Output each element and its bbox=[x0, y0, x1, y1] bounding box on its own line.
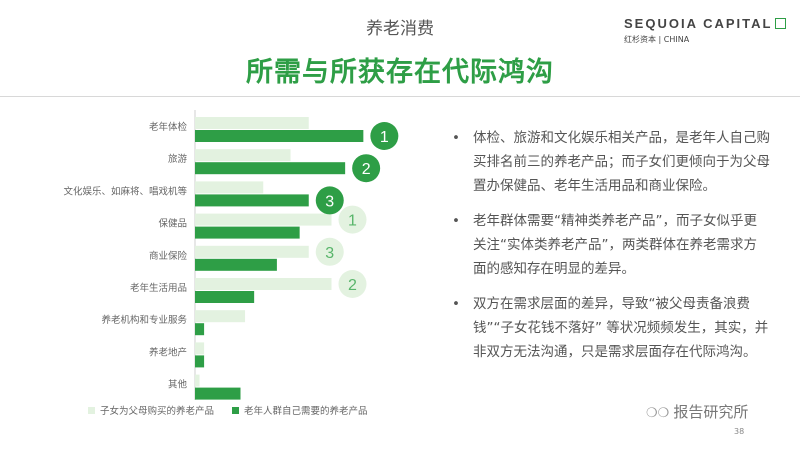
bar-children-purchase bbox=[195, 278, 332, 290]
bar-elderly-need bbox=[195, 355, 205, 368]
sequoia-logo: SEQUOIA CAPITAL 红杉资本 | CHINA bbox=[624, 16, 787, 45]
bullet-item: • 体检、旅游和文化娱乐相关产品，是老年人自己购买排名前三的养老产品；而子女们更倾… bbox=[452, 126, 770, 198]
bullet-dot: • bbox=[452, 213, 460, 229]
bar-children-purchase bbox=[195, 374, 200, 387]
header-divider bbox=[0, 96, 800, 97]
bar-children-purchase bbox=[195, 310, 246, 323]
page-title: 所需与所获存在代际鸿沟 bbox=[246, 57, 554, 88]
bar-children-purchase bbox=[195, 117, 309, 129]
page-number: 38 bbox=[734, 427, 745, 436]
bar-elderly-need bbox=[195, 162, 346, 175]
legend-swatch bbox=[232, 407, 239, 414]
bar-elderly-need bbox=[195, 323, 205, 336]
bar-elderly-need bbox=[195, 130, 364, 142]
section-subtitle: 养老消费 bbox=[366, 19, 434, 39]
bar-elderly-need bbox=[195, 291, 255, 303]
bar-elderly-need bbox=[195, 387, 241, 400]
bar-elderly-need bbox=[195, 194, 309, 207]
rank-badge bbox=[338, 270, 367, 298]
legend-label: 老年人群自己需要的养老产品 bbox=[244, 405, 368, 417]
bullet-text: 双方在需求层面的差异，导致“被父母责备浪费钱”“子女花钱不落好” 等状况频频发生… bbox=[473, 296, 769, 360]
category-label: 其他 bbox=[168, 379, 188, 391]
logo-mark-icon bbox=[775, 18, 787, 29]
category-label: 养老机构和专业服务 bbox=[101, 314, 187, 326]
category-label: 养老地产 bbox=[149, 346, 187, 358]
rank-badge bbox=[315, 186, 344, 215]
category-label: 商业保险 bbox=[149, 250, 188, 262]
legend-label: 子女为父母购买的养老产品 bbox=[100, 405, 214, 417]
rank-badge-label: 1 bbox=[348, 213, 357, 230]
bullet-list: • 体检、旅游和文化娱乐相关产品，是老年人自己购买排名前三的养老产品；而子女们更倾… bbox=[452, 126, 770, 375]
bar-children-purchase bbox=[195, 342, 205, 355]
bullet-item: • 老年群体需要“精神类养老产品”，而子女似乎更关注“实体类养老产品”，两类群体在… bbox=[452, 209, 770, 281]
category-label: 老年生活用品 bbox=[130, 282, 187, 294]
category-label: 旅游 bbox=[168, 153, 188, 165]
category-label: 老年体检 bbox=[149, 121, 188, 133]
bullet-text: 体检、旅游和文化娱乐相关产品，是老年人自己购买排名前三的养老产品；而子女们更倾向… bbox=[473, 130, 770, 194]
bullet-text: 老年群体需要“精神类养老产品”，而子女似乎更关注“实体类养老产品”，两类群体在养… bbox=[473, 213, 757, 277]
rank-badge bbox=[338, 205, 367, 234]
bar-children-purchase bbox=[195, 149, 291, 162]
watermark: ❍❍ 报告研究所 bbox=[646, 401, 748, 422]
bullet-dot: • bbox=[452, 296, 460, 312]
category-label: 保健品 bbox=[158, 218, 187, 230]
rank-badge-label: 2 bbox=[362, 161, 371, 178]
category-label: 文化娱乐、如麻将、唱戏机等 bbox=[63, 185, 187, 197]
bar-elderly-need bbox=[195, 226, 300, 239]
bar-children-purchase bbox=[195, 213, 332, 226]
logo-text: SEQUOIA CAPITAL bbox=[624, 16, 773, 31]
wechat-icon: ❍❍ bbox=[646, 406, 670, 421]
bullet-dot: • bbox=[452, 130, 460, 146]
bar-children-purchase bbox=[195, 245, 309, 258]
bar-children-purchase bbox=[195, 181, 264, 194]
bullet-item: • 双方在需求层面的差异，导致“被父母责备浪费钱”“子女花钱不落好” 等状况频频发… bbox=[452, 292, 770, 364]
bar-elderly-need bbox=[195, 258, 277, 271]
logo-subtext: 红杉资本 | CHINA bbox=[624, 35, 690, 44]
rank-badge-label: 1 bbox=[380, 129, 389, 146]
rank-badge bbox=[315, 237, 344, 266]
rank-badge-label: 3 bbox=[325, 193, 334, 210]
rank-badge-label: 3 bbox=[325, 245, 334, 262]
legend-swatch bbox=[88, 407, 95, 414]
rank-badge bbox=[370, 122, 399, 150]
bar-chart: 老年体检旅游文化娱乐、如麻将、唱戏机等保健品商业保险老年生活用品养老机构和专业服… bbox=[63, 110, 399, 417]
rank-badge bbox=[352, 154, 381, 183]
watermark-text: 报告研究所 bbox=[673, 403, 749, 421]
rank-badge-label: 2 bbox=[348, 277, 357, 294]
